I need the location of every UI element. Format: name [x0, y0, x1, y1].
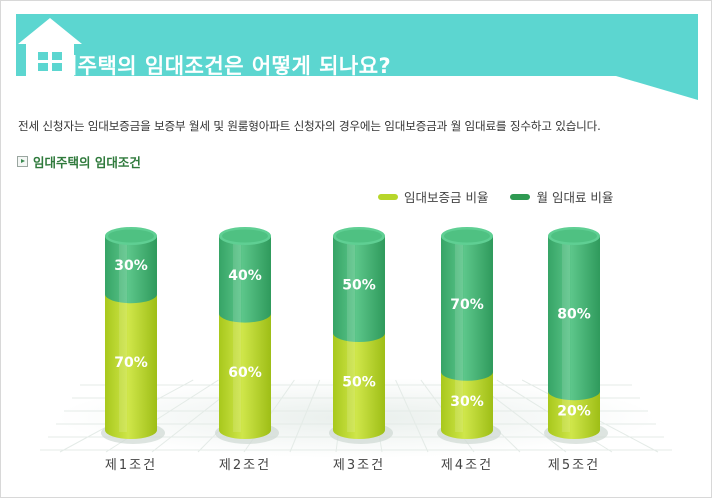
data-label-deposit: 60% — [228, 365, 262, 381]
bar-2: 40% 60% — [215, 227, 279, 444]
intro-text: 전세 신청자는 임대보증금을 보증부 월세 및 원룸형아파트 신청자의 경우에는… — [18, 119, 601, 133]
legend-swatch-deposit — [378, 193, 398, 200]
bar-top-cap-inner — [551, 229, 597, 243]
bar-segment-deposit — [219, 313, 271, 439]
data-label-rent: 30% — [114, 258, 148, 274]
bar-highlight — [562, 238, 570, 432]
bar-segment-rent — [105, 236, 157, 304]
legend-swatch-rent — [510, 193, 531, 200]
data-label-rent: 80% — [557, 307, 591, 323]
floor-grid-line — [289, 379, 321, 453]
category-label: 제4조건 — [440, 458, 494, 473]
section-header: 임대주택의 임대조건 — [17, 152, 141, 171]
arrow-box-icon — [17, 156, 28, 167]
category-label: 제3조건 — [332, 458, 386, 473]
bar-segment-deposit — [441, 371, 493, 439]
banner-background — [16, 14, 698, 100]
page-title: 임대주택의 임대조건은 어떻게 되나요? — [38, 54, 392, 78]
bar-highlight — [233, 238, 241, 432]
data-label-deposit: 50% — [342, 375, 376, 391]
data-label-deposit: 30% — [450, 394, 484, 410]
bar-segment-deposit — [548, 391, 600, 439]
bar-top-cap-inner — [222, 229, 268, 243]
bar-highlight — [455, 238, 463, 432]
bar-highlight — [347, 238, 355, 432]
bar-segment-rent — [548, 236, 600, 401]
chart-legend: 임대보증금 비율 월 임대료 비율 — [378, 187, 635, 206]
data-label-deposit: 70% — [114, 355, 148, 371]
category-label: 제5조건 — [547, 458, 601, 473]
bar-1: 30% 70% — [101, 227, 165, 444]
bar-segment-deposit — [333, 333, 385, 439]
bar-segment-rent — [333, 236, 385, 342]
category-label: 제2조건 — [218, 458, 272, 473]
legend-item-deposit: 임대보증금 비율 — [378, 187, 488, 206]
data-label-rent: 70% — [450, 297, 484, 313]
house-icon — [18, 18, 82, 78]
bar-segment-rent — [441, 236, 493, 381]
bar-top-cap-inner — [444, 229, 490, 243]
bar-segment-rent — [219, 236, 271, 323]
bar-top-cap-inner — [108, 229, 154, 243]
legend-label-deposit: 임대보증금 비율 — [404, 190, 489, 205]
legend-item-rent: 월 임대료 비율 — [510, 187, 613, 206]
floor-grid-line — [395, 379, 429, 453]
bar-3: 50% 50% — [329, 227, 393, 444]
header-banner: 임대주택의 임대조건은 어떻게 되나요? — [16, 14, 698, 100]
data-label-rent: 50% — [342, 278, 376, 294]
legend-label-rent: 월 임대료 비율 — [536, 190, 614, 205]
bar-4: 70% 30% — [437, 227, 501, 444]
bar-top-cap-inner — [336, 229, 382, 243]
bar-5: 80% 20% — [544, 227, 608, 444]
bar-highlight — [119, 238, 127, 432]
category-label: 제1조건 — [104, 458, 158, 473]
data-label-rent: 40% — [228, 268, 262, 284]
bar-segment-deposit — [105, 294, 157, 439]
data-label-deposit: 20% — [557, 404, 591, 420]
section-title: 임대주택의 임대조건 — [33, 155, 141, 170]
